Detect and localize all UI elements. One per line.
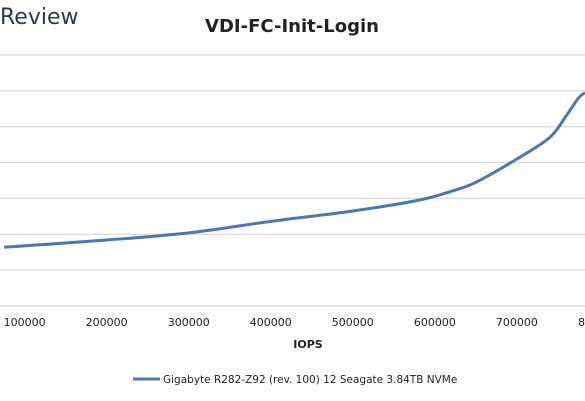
x-tick-label: 600000 [414, 316, 456, 329]
brand: Review [0, 5, 79, 30]
x-tick-label: 100000 [4, 316, 46, 329]
x-tick-label: 200000 [86, 316, 128, 329]
x-axis-label: IOPS [293, 338, 323, 351]
x-tick-label: 700000 [496, 316, 538, 329]
chart-title: VDI-FC-Init-Login [205, 16, 379, 37]
x-tick-label: 400000 [250, 316, 292, 329]
x-tick-label: 300000 [168, 316, 210, 329]
series-line [3, 91, 585, 249]
x-tick-label: 800000 [578, 316, 585, 329]
legend-label: Gigabyte R282-Z92 (rev. 100) 12 Seagate … [163, 374, 457, 386]
x-tick-label: 500000 [332, 316, 374, 329]
